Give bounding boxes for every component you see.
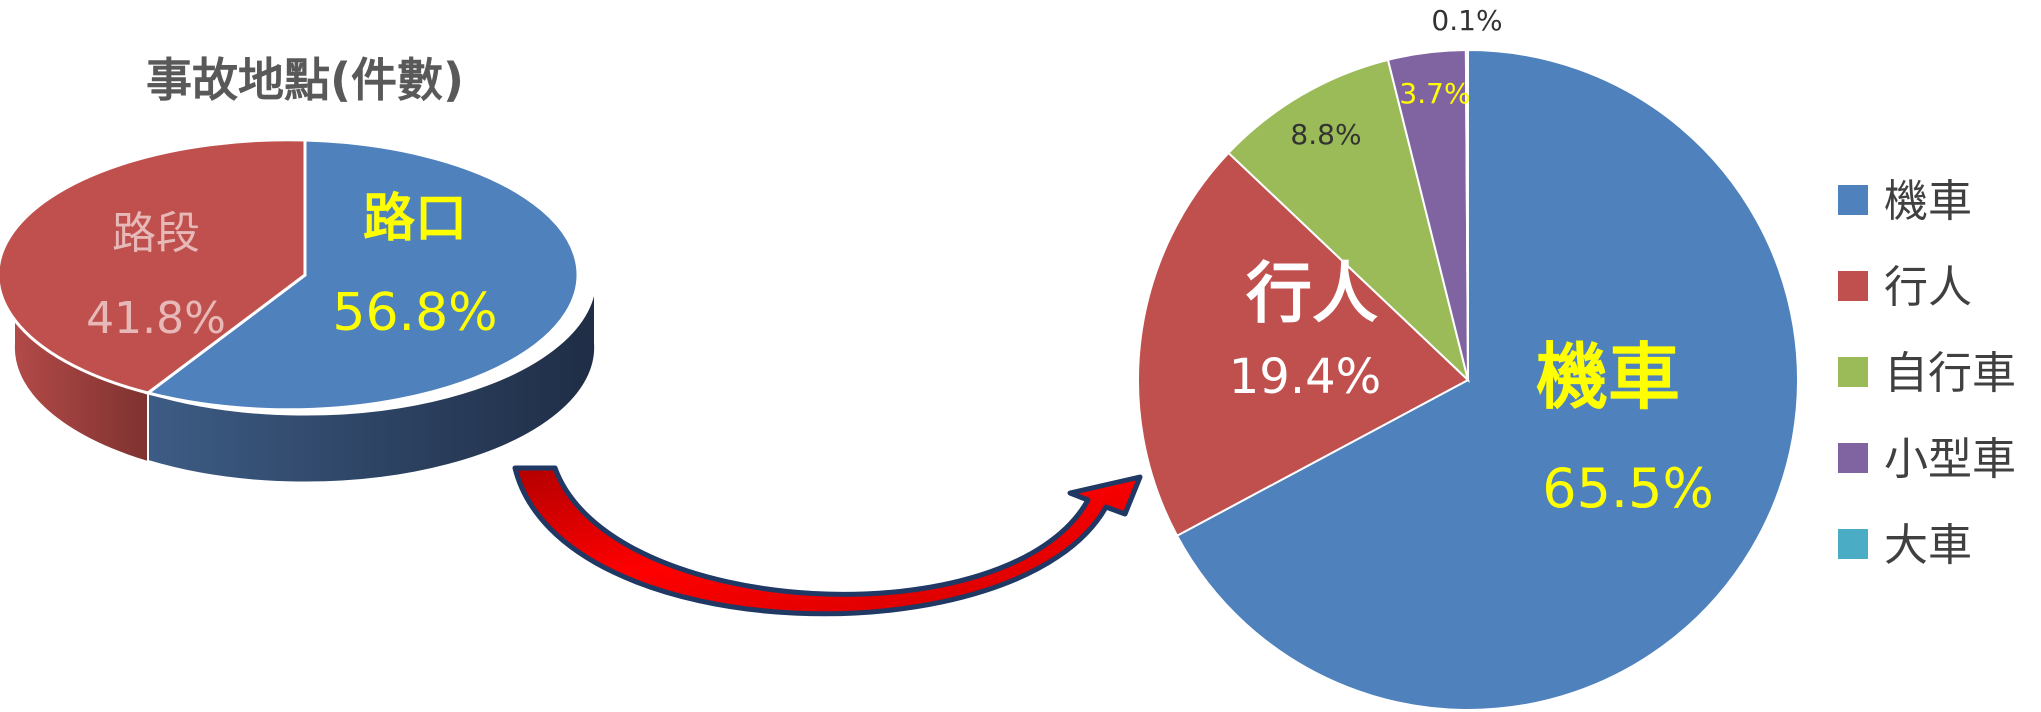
vehicle-type-pie: 機車 65.5% 行人 19.4% 8.8% 3.7% 0.1% [1136,4,1799,711]
pie-slice-pedestrian [1136,151,1470,538]
label-motorcycle-name: 機車 [1536,335,1680,419]
legend-swatch-large-vehicle [1838,529,1868,559]
pie-slice-bicycle [1227,58,1470,384]
label-motorcycle-value: 65.5% [1542,457,1714,520]
label-road-section-value: 41.8% [86,293,226,344]
pie-slice-motorcycle [1175,48,1799,711]
flow-arrow-icon [512,465,1143,617]
pie-side-blue [147,274,597,484]
pie-slice-road-section [0,138,307,395]
pie-slice-intersection [144,138,580,412]
label-intersection-name: 路口 [363,189,467,249]
label-road-section-name: 路段 [112,208,200,259]
pie2-slices [1136,48,1799,711]
label-pedestrian-name: 行人 [1246,255,1378,332]
label-pedestrian-value: 19.4% [1229,349,1381,405]
label-large-vehicle-value: 0.1% [1431,4,1502,37]
legend-swatch-motorcycle [1838,185,1868,215]
legend-label-large-vehicle: 大車 [1884,520,1972,571]
label-intersection-value: 56.8% [332,283,497,343]
left-pie-title: 事故地點(件數) [146,53,464,107]
pie2-labels: 機車 65.5% 行人 19.4% 8.8% 3.7% 0.1% [1229,4,1714,520]
legend-label-small-car: 小型車 [1884,434,2016,485]
pie-slice-large-vehicle [1464,48,1469,381]
legend-swatch-bicycle [1838,357,1868,387]
label-small-car-value: 3.7% [1399,77,1470,110]
legend-label-bicycle: 自行車 [1884,348,2016,399]
accident-location-pie: 事故地點(件數) 路口 56.8% 路段 41.8% [0,53,597,484]
legend-label-motorcycle: 機車 [1884,176,1972,227]
legend-swatch-small-car [1838,443,1868,473]
legend-label-pedestrian: 行人 [1884,262,1972,313]
legend-swatch-pedestrian [1838,271,1868,301]
label-bicycle-value: 8.8% [1290,118,1361,151]
